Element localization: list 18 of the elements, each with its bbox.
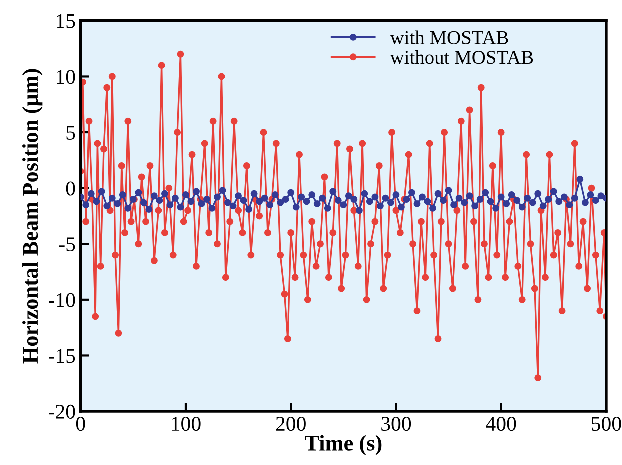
x-tick-label: 400: [486, 416, 516, 432]
y-tick-label: -20: [49, 404, 76, 419]
x-tick-label: 0: [76, 416, 86, 432]
x-tick-label: 300: [382, 416, 412, 432]
y-axis-title: Horizontal Beam Position (μm): [22, 69, 43, 364]
legend-label: without MOSTAB: [390, 50, 534, 64]
y-tick-label: 0: [66, 182, 76, 196]
x-tick-label: 100: [172, 416, 201, 432]
legend-label: with MOSTAB: [390, 30, 508, 44]
y-tick-label: -5: [59, 238, 76, 252]
y-tick-label: 15: [57, 14, 76, 28]
x-tick-label: 500: [592, 416, 622, 432]
y-tick-label: -15: [49, 349, 76, 364]
x-axis-title: Time (s): [305, 435, 382, 456]
y-tick-label: -10: [49, 293, 76, 308]
y-tick-label: 5: [66, 126, 76, 140]
y-tick-label: 10: [57, 70, 76, 84]
x-tick-label: 200: [276, 416, 306, 432]
